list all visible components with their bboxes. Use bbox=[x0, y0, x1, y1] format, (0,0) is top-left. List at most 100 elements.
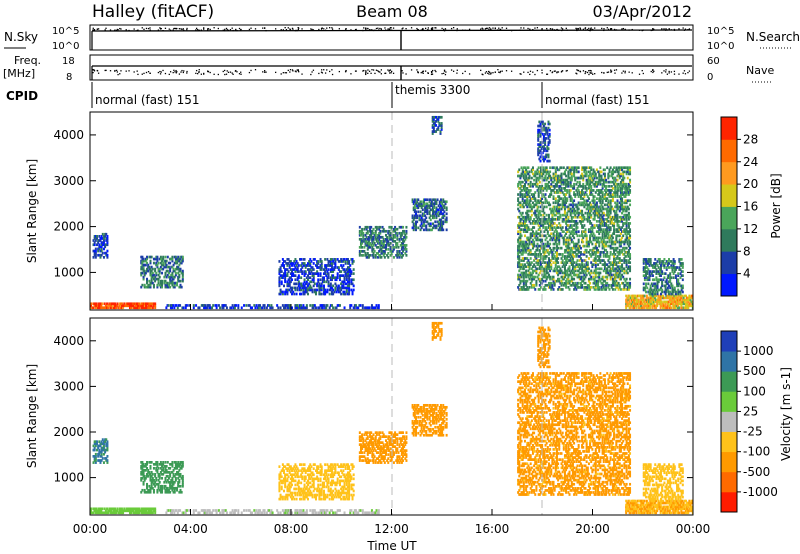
power-echo-cell bbox=[435, 200, 438, 204]
power-echo-cell bbox=[522, 267, 525, 271]
power-echo-cell bbox=[286, 268, 289, 271]
power-echo-cell bbox=[440, 126, 443, 129]
power-echo-cell bbox=[372, 253, 375, 257]
power-echo-cell bbox=[141, 304, 144, 308]
power-echo-cell bbox=[402, 229, 405, 233]
power-echo-cell bbox=[362, 237, 365, 241]
power-echo-cell bbox=[178, 273, 181, 277]
power-echo-cell bbox=[608, 273, 611, 277]
power-echo-cell bbox=[99, 245, 102, 249]
power-echo-cell bbox=[148, 285, 151, 289]
power-echo-cell bbox=[534, 203, 537, 207]
nave-dot bbox=[159, 70, 161, 73]
power-echo-cell bbox=[617, 253, 620, 256]
power-echo-cell bbox=[607, 209, 610, 213]
power-echo-cell bbox=[378, 235, 381, 239]
power-echo-cell bbox=[530, 279, 533, 283]
power-echo-cell bbox=[433, 224, 436, 228]
power-echo-cell bbox=[618, 259, 621, 262]
power-echo-cell bbox=[366, 247, 369, 251]
nave-dot bbox=[624, 72, 626, 74]
power-echo-cell bbox=[146, 269, 149, 273]
power-echo-cell bbox=[609, 253, 612, 256]
power-echo-cell bbox=[599, 205, 602, 209]
power-echo-cell bbox=[613, 230, 616, 233]
power-echo-cell bbox=[520, 174, 523, 178]
power-echo-cell bbox=[528, 170, 531, 174]
nave-dot bbox=[203, 72, 205, 75]
power-echo-cell bbox=[615, 275, 618, 279]
power-echo-cell bbox=[163, 281, 166, 285]
power-echo-cell bbox=[435, 130, 438, 133]
power-echo-cell bbox=[108, 304, 111, 308]
power-echo-cell bbox=[134, 304, 137, 308]
nave-dot bbox=[141, 73, 143, 75]
power-echo-cell bbox=[614, 242, 617, 246]
nave-dot bbox=[532, 71, 534, 73]
power-echo-cell bbox=[570, 217, 573, 221]
power-echo-cell bbox=[605, 232, 608, 236]
power-echo-cell bbox=[573, 228, 576, 231]
nave-dot bbox=[232, 73, 234, 75]
power-echo-cell bbox=[177, 265, 180, 269]
power-echo-cell bbox=[619, 267, 622, 271]
power-echo-cell bbox=[153, 302, 156, 306]
power-echo-cell bbox=[403, 247, 406, 251]
nave-dot bbox=[589, 72, 591, 74]
noise-dot bbox=[344, 29, 347, 31]
power-echo-cell bbox=[99, 249, 102, 253]
power-echo-cell bbox=[155, 263, 158, 267]
power-echo-cell bbox=[591, 250, 594, 254]
power-echo-cell bbox=[542, 226, 545, 229]
power-echo-cell bbox=[525, 220, 528, 223]
power-echo-cell bbox=[598, 220, 601, 223]
power-echo-cell bbox=[538, 184, 541, 188]
power-echo-cell bbox=[177, 275, 180, 279]
power-echo-cell bbox=[523, 288, 526, 291]
power-echo-cell bbox=[159, 265, 162, 269]
power-echo-cell bbox=[582, 265, 585, 269]
power-echo-cell bbox=[618, 184, 621, 188]
power-echo-cell bbox=[300, 282, 303, 286]
power-echo-cell bbox=[585, 187, 588, 190]
power-echo-cell bbox=[609, 207, 612, 211]
power-echo-cell bbox=[563, 261, 566, 264]
power-echo-cell bbox=[330, 276, 333, 280]
power-echo-cell bbox=[531, 234, 534, 238]
power-echo-cell bbox=[529, 275, 532, 279]
power-echo-cell bbox=[442, 222, 445, 226]
nave-dot bbox=[176, 71, 178, 73]
nave-dot bbox=[143, 72, 145, 75]
power-echo-cell bbox=[215, 304, 218, 307]
power-echo-cell bbox=[517, 238, 520, 242]
power-echo-cell bbox=[598, 271, 601, 275]
power-echo-cell bbox=[574, 178, 577, 182]
nave-dot bbox=[136, 70, 138, 72]
power-echo-cell bbox=[578, 193, 581, 196]
power-echo-cell bbox=[285, 304, 288, 307]
power-echo-cell bbox=[601, 215, 604, 219]
power-echo-cell bbox=[340, 282, 343, 286]
power-echo-cell bbox=[358, 245, 361, 249]
power-echo-cell bbox=[141, 257, 144, 261]
power-echo-cell bbox=[170, 279, 173, 283]
power-echo-cell bbox=[543, 267, 546, 271]
power-echo-cell bbox=[520, 213, 523, 217]
power-echo-cell bbox=[585, 238, 588, 242]
power-echo-cell bbox=[433, 214, 436, 218]
power-echo-cell bbox=[547, 174, 550, 178]
noise-dot bbox=[551, 28, 554, 30]
power-echo-cell bbox=[152, 283, 155, 287]
power-echo-cell bbox=[555, 238, 558, 242]
power-echo-cell bbox=[358, 251, 361, 255]
power-echo-cell bbox=[528, 263, 531, 266]
noise-dot bbox=[642, 29, 644, 31]
power-echo-cell bbox=[613, 279, 616, 283]
power-echo-cell bbox=[605, 217, 608, 221]
power-echo-cell bbox=[611, 277, 614, 281]
power-echo-cell bbox=[442, 220, 445, 224]
power-echo-cell bbox=[609, 228, 612, 231]
power-echo-cell bbox=[143, 306, 146, 310]
power-echo-cell bbox=[576, 187, 579, 190]
noise-dot bbox=[324, 29, 327, 31]
